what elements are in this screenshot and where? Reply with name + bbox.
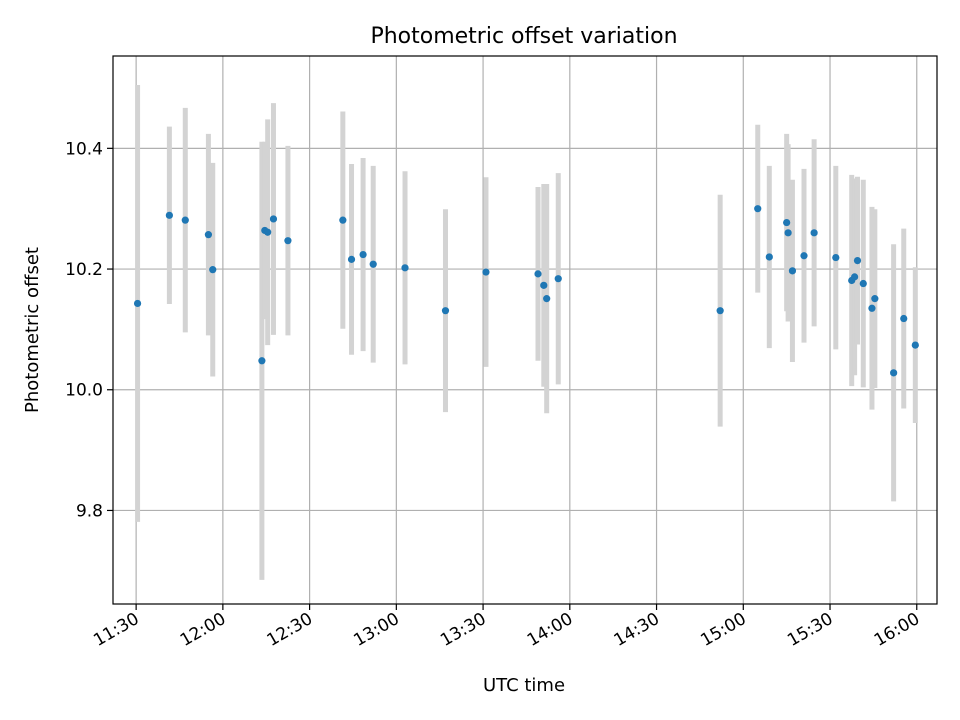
data-point [543,295,551,303]
data-point [482,268,490,276]
data-point [540,281,548,289]
x-axis-label: UTC time [483,675,565,696]
x-tick-label: 16:00 [871,609,923,651]
x-axis-ticks: 11:30 12:00 12:30 13:00 13:30 14:00 14:30 15:00… [90,604,923,651]
x-tick-label: 13:00 [350,609,402,651]
data-point [554,275,562,283]
x-tick-label: 11:30 [90,609,142,651]
data-point [890,369,898,377]
data-point [347,255,356,263]
data-point [716,307,724,315]
data-point [754,205,762,213]
data-point [359,250,367,259]
data-point [788,267,797,275]
x-tick-label: 13:30 [437,609,489,651]
x-tick-label: 15:30 [784,609,836,651]
data-point [784,229,792,237]
data-point [441,307,450,315]
data-point [534,270,542,278]
y-tick-label: 10.0 [65,381,103,401]
data-point [900,314,908,323]
data-point [765,253,773,261]
x-tick-label: 14:00 [524,609,576,651]
data-point [284,237,292,245]
data-point [859,279,867,288]
data-point [800,252,808,260]
data-point [204,231,213,239]
data-points [133,205,919,377]
data-point [133,299,142,308]
y-tick-label: 10.4 [65,139,103,159]
plot-frame [112,55,938,605]
chart-title: Photometric offset variation [370,24,677,49]
data-point [783,218,791,227]
x-tick-label: 15:00 [697,609,749,651]
data-point [369,260,377,268]
y-axis-label: Photometric offset [22,247,43,413]
data-point [868,304,876,312]
data-point [165,211,173,219]
data-point [339,216,347,224]
x-tick-label: 12:30 [264,609,316,651]
x-tick-label: 12:00 [177,609,229,651]
data-point [181,216,189,224]
data-point [832,253,840,262]
grid-lines [113,56,937,604]
data-point [810,229,818,237]
y-tick-label: 9.8 [76,501,103,521]
x-tick-label: 14:30 [611,609,663,651]
data-point [264,228,272,236]
y-axis-ticks: 9.8 10.0 10.2 10.4 [65,139,113,521]
data-point [209,266,217,274]
data-point [851,273,859,281]
error-bars [135,84,918,580]
data-point [871,295,879,303]
data-point [269,215,278,223]
data-point [401,264,409,272]
data-point [258,357,266,365]
y-tick-label: 10.2 [65,260,103,280]
data-point [853,256,862,265]
data-point [911,341,919,349]
